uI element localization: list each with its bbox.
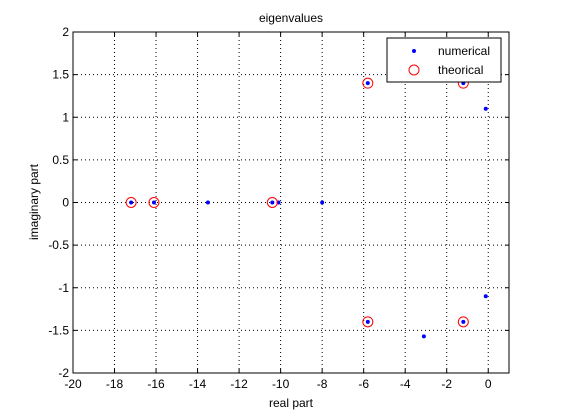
x-tick-label: -18 xyxy=(106,377,124,391)
y-tick-label: 1 xyxy=(62,110,69,124)
numerical-point xyxy=(365,81,370,86)
theorical-point xyxy=(362,77,374,89)
x-axis-label: real part xyxy=(269,396,314,410)
y-tick-label: -2 xyxy=(58,366,69,380)
numerical-point xyxy=(320,200,325,205)
theorical-point xyxy=(266,197,278,208)
chart-title: eigenvalues xyxy=(259,11,323,25)
legend-box xyxy=(386,37,502,83)
legend-marker-numerical xyxy=(412,49,416,53)
y-tick-label: 2 xyxy=(62,25,69,39)
grid-lines xyxy=(73,32,509,373)
x-tick-label: -4 xyxy=(400,377,411,391)
numerical-point xyxy=(483,294,488,299)
numerical-point xyxy=(205,200,210,205)
x-tick-label: -14 xyxy=(189,377,207,391)
numerical-point xyxy=(129,200,134,205)
x-tick-label: -12 xyxy=(230,377,248,391)
tick-labels: -20 -18 -16 -14 -12 -10 -8 -6 -4 -2 0-2-1.5-1-0.50… xyxy=(48,25,492,391)
y-axis-label: imaginary part xyxy=(27,163,41,240)
numerical-point xyxy=(151,200,156,205)
axes-frame xyxy=(72,31,510,374)
theorical-point xyxy=(148,197,160,208)
y-tick-label: -1 xyxy=(58,281,69,295)
legend-label-theorical: theorical xyxy=(438,63,483,77)
y-tick-label: 0.5 xyxy=(52,153,69,167)
numerical-point xyxy=(365,319,370,324)
y-tick-label: 1.5 xyxy=(52,68,69,82)
y-tick-label: -1.5 xyxy=(48,323,69,337)
theorical-point xyxy=(457,316,469,328)
legend-label-numerical: numerical xyxy=(438,44,490,58)
y-tick-label: 0 xyxy=(62,196,69,210)
x-tick-label: -8 xyxy=(317,377,328,391)
y-tick-label: -0.5 xyxy=(48,238,69,252)
numerical-point xyxy=(461,319,466,324)
numerical-point xyxy=(483,106,488,111)
x-tick-label: -6 xyxy=(358,377,369,391)
x-tick-label: -20 xyxy=(64,377,82,391)
numerical-point xyxy=(421,334,426,339)
numerical-point xyxy=(270,200,275,205)
legend-marker-theorical xyxy=(408,64,420,76)
x-tick-label: -16 xyxy=(147,377,165,391)
axes-background xyxy=(73,32,509,373)
theorical-point xyxy=(362,316,374,328)
data-points xyxy=(125,77,488,339)
x-tick-label: 0 xyxy=(485,377,492,391)
legend: numerical theorical xyxy=(386,37,502,83)
x-tick-label: -10 xyxy=(272,377,290,391)
x-tick-label: -2 xyxy=(441,377,452,391)
theorical-point xyxy=(125,197,137,208)
